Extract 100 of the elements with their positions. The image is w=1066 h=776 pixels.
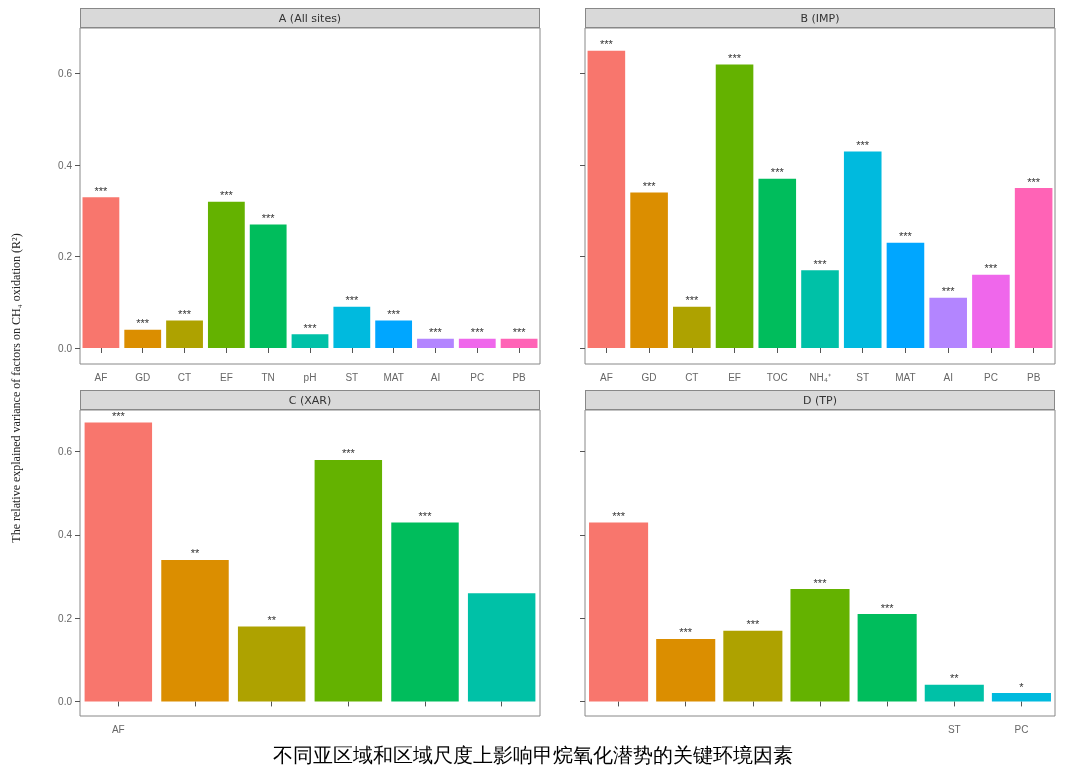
- x-tick-label: PC: [1014, 723, 1029, 735]
- data-label: ***: [94, 184, 109, 197]
- data-label: ***: [387, 308, 401, 321]
- bar: [924, 684, 984, 702]
- data-label: ***: [599, 38, 614, 51]
- y-axis-title: The relative explained variance of factors on CH₄ oxidation (R²): [8, 233, 24, 543]
- bar: [929, 297, 967, 348]
- x-tick-label: GD: [135, 371, 151, 383]
- data-label: ***: [219, 189, 234, 202]
- data-label: ***: [880, 601, 895, 614]
- bar: [124, 329, 162, 348]
- y-tick-label: 0.0: [58, 695, 73, 707]
- x-tick-label: MAT: [383, 371, 404, 383]
- data-label: *: [1019, 680, 1025, 693]
- data-label: ***: [429, 326, 443, 339]
- bar: [207, 201, 245, 348]
- bar: [166, 320, 203, 348]
- bar: [417, 338, 454, 348]
- bar: [801, 270, 839, 348]
- bar: [500, 338, 538, 348]
- x-tick-label: ST: [856, 371, 870, 383]
- bar: [886, 242, 925, 348]
- data-label: **: [267, 613, 277, 626]
- data-label: ***: [111, 409, 126, 422]
- data-label: ***: [345, 294, 359, 307]
- bar: [1014, 188, 1053, 348]
- bar: [843, 151, 882, 348]
- bar: [630, 192, 668, 348]
- bar: [758, 178, 797, 348]
- data-label: ***: [341, 447, 356, 460]
- x-tick-label: GD: [641, 371, 657, 383]
- data-label: ***: [728, 52, 742, 65]
- data-label: ***: [1027, 175, 1041, 188]
- x-tick-label: AF: [599, 371, 613, 383]
- bar: [589, 522, 649, 702]
- chart-title: D (TP): [585, 390, 1055, 410]
- bar: [84, 422, 153, 702]
- data-label: ***: [813, 257, 828, 270]
- x-tick-label: AI: [943, 371, 953, 383]
- bar: [673, 306, 711, 348]
- data-label: **: [950, 672, 960, 685]
- x-tick-label: PB: [1026, 371, 1041, 383]
- bar: [656, 638, 716, 702]
- x-tick-label: EF: [728, 371, 741, 383]
- bar: [790, 589, 850, 702]
- bar: [587, 50, 626, 348]
- bar: [972, 274, 1010, 348]
- data-label: ***: [136, 317, 150, 330]
- data-label: ***: [418, 509, 433, 522]
- bar: [82, 197, 120, 348]
- chart-title: B (IMP): [585, 8, 1055, 28]
- data-label: ***: [899, 230, 913, 243]
- x-tick-label: ST: [947, 723, 961, 735]
- bar: [161, 559, 229, 702]
- data-label: ***: [984, 262, 999, 275]
- x-tick-label: PC: [983, 371, 998, 383]
- x-tick-label: AI: [430, 371, 441, 383]
- bar: [249, 224, 287, 348]
- data-label: ***: [679, 626, 693, 639]
- bar: [991, 693, 1051, 702]
- chart-title: A (All sites): [80, 8, 540, 28]
- bar: [467, 593, 536, 702]
- x-tick-label: NH₄⁺: [809, 371, 832, 383]
- data-label: ***: [612, 509, 626, 522]
- x-tick-label: pH: [303, 371, 317, 383]
- data-label: ***: [642, 180, 657, 193]
- y-tick-label: 0.6: [58, 446, 73, 458]
- y-tick-label: 0.6: [58, 68, 73, 80]
- x-tick-label: MAT: [895, 371, 916, 383]
- data-label: ***: [746, 618, 760, 631]
- text: 不同亚区域和区域尺度上影响甲烷氧化潜势的关键环境因素: [272, 742, 794, 769]
- bar: [715, 64, 754, 348]
- data-label: ***: [770, 166, 785, 179]
- x-tick-label: PC: [470, 371, 485, 383]
- x-tick-label: CT: [685, 371, 699, 383]
- y-tick-label: 0.0: [58, 342, 73, 354]
- x-tick-label: ST: [345, 371, 359, 383]
- x-tick-label: PB: [512, 371, 527, 383]
- y-tick-label: 0.4: [58, 159, 73, 171]
- x-tick-label: AF: [111, 723, 125, 735]
- bar: [314, 459, 383, 702]
- data-label: ***: [512, 326, 527, 339]
- bar: [237, 626, 306, 702]
- data-label: ***: [303, 321, 318, 334]
- data-label: ***: [813, 576, 828, 589]
- data-label: ***: [941, 285, 956, 298]
- x-tick-label: TN: [261, 371, 275, 383]
- bar: [291, 334, 329, 348]
- chart-title: C (XAR): [80, 390, 540, 410]
- x-tick-label: CT: [177, 371, 192, 383]
- bar: [857, 614, 917, 702]
- y-tick-label: 0.2: [58, 251, 73, 263]
- x-tick-label: AF: [94, 371, 108, 383]
- y-tick-label: 0.4: [58, 529, 73, 541]
- data-label: ***: [470, 326, 485, 339]
- data-label: ***: [261, 212, 276, 225]
- data-label: ***: [856, 138, 870, 151]
- data-label: ***: [178, 308, 192, 321]
- bar: [391, 522, 459, 702]
- x-tick-label: TOC: [766, 371, 788, 383]
